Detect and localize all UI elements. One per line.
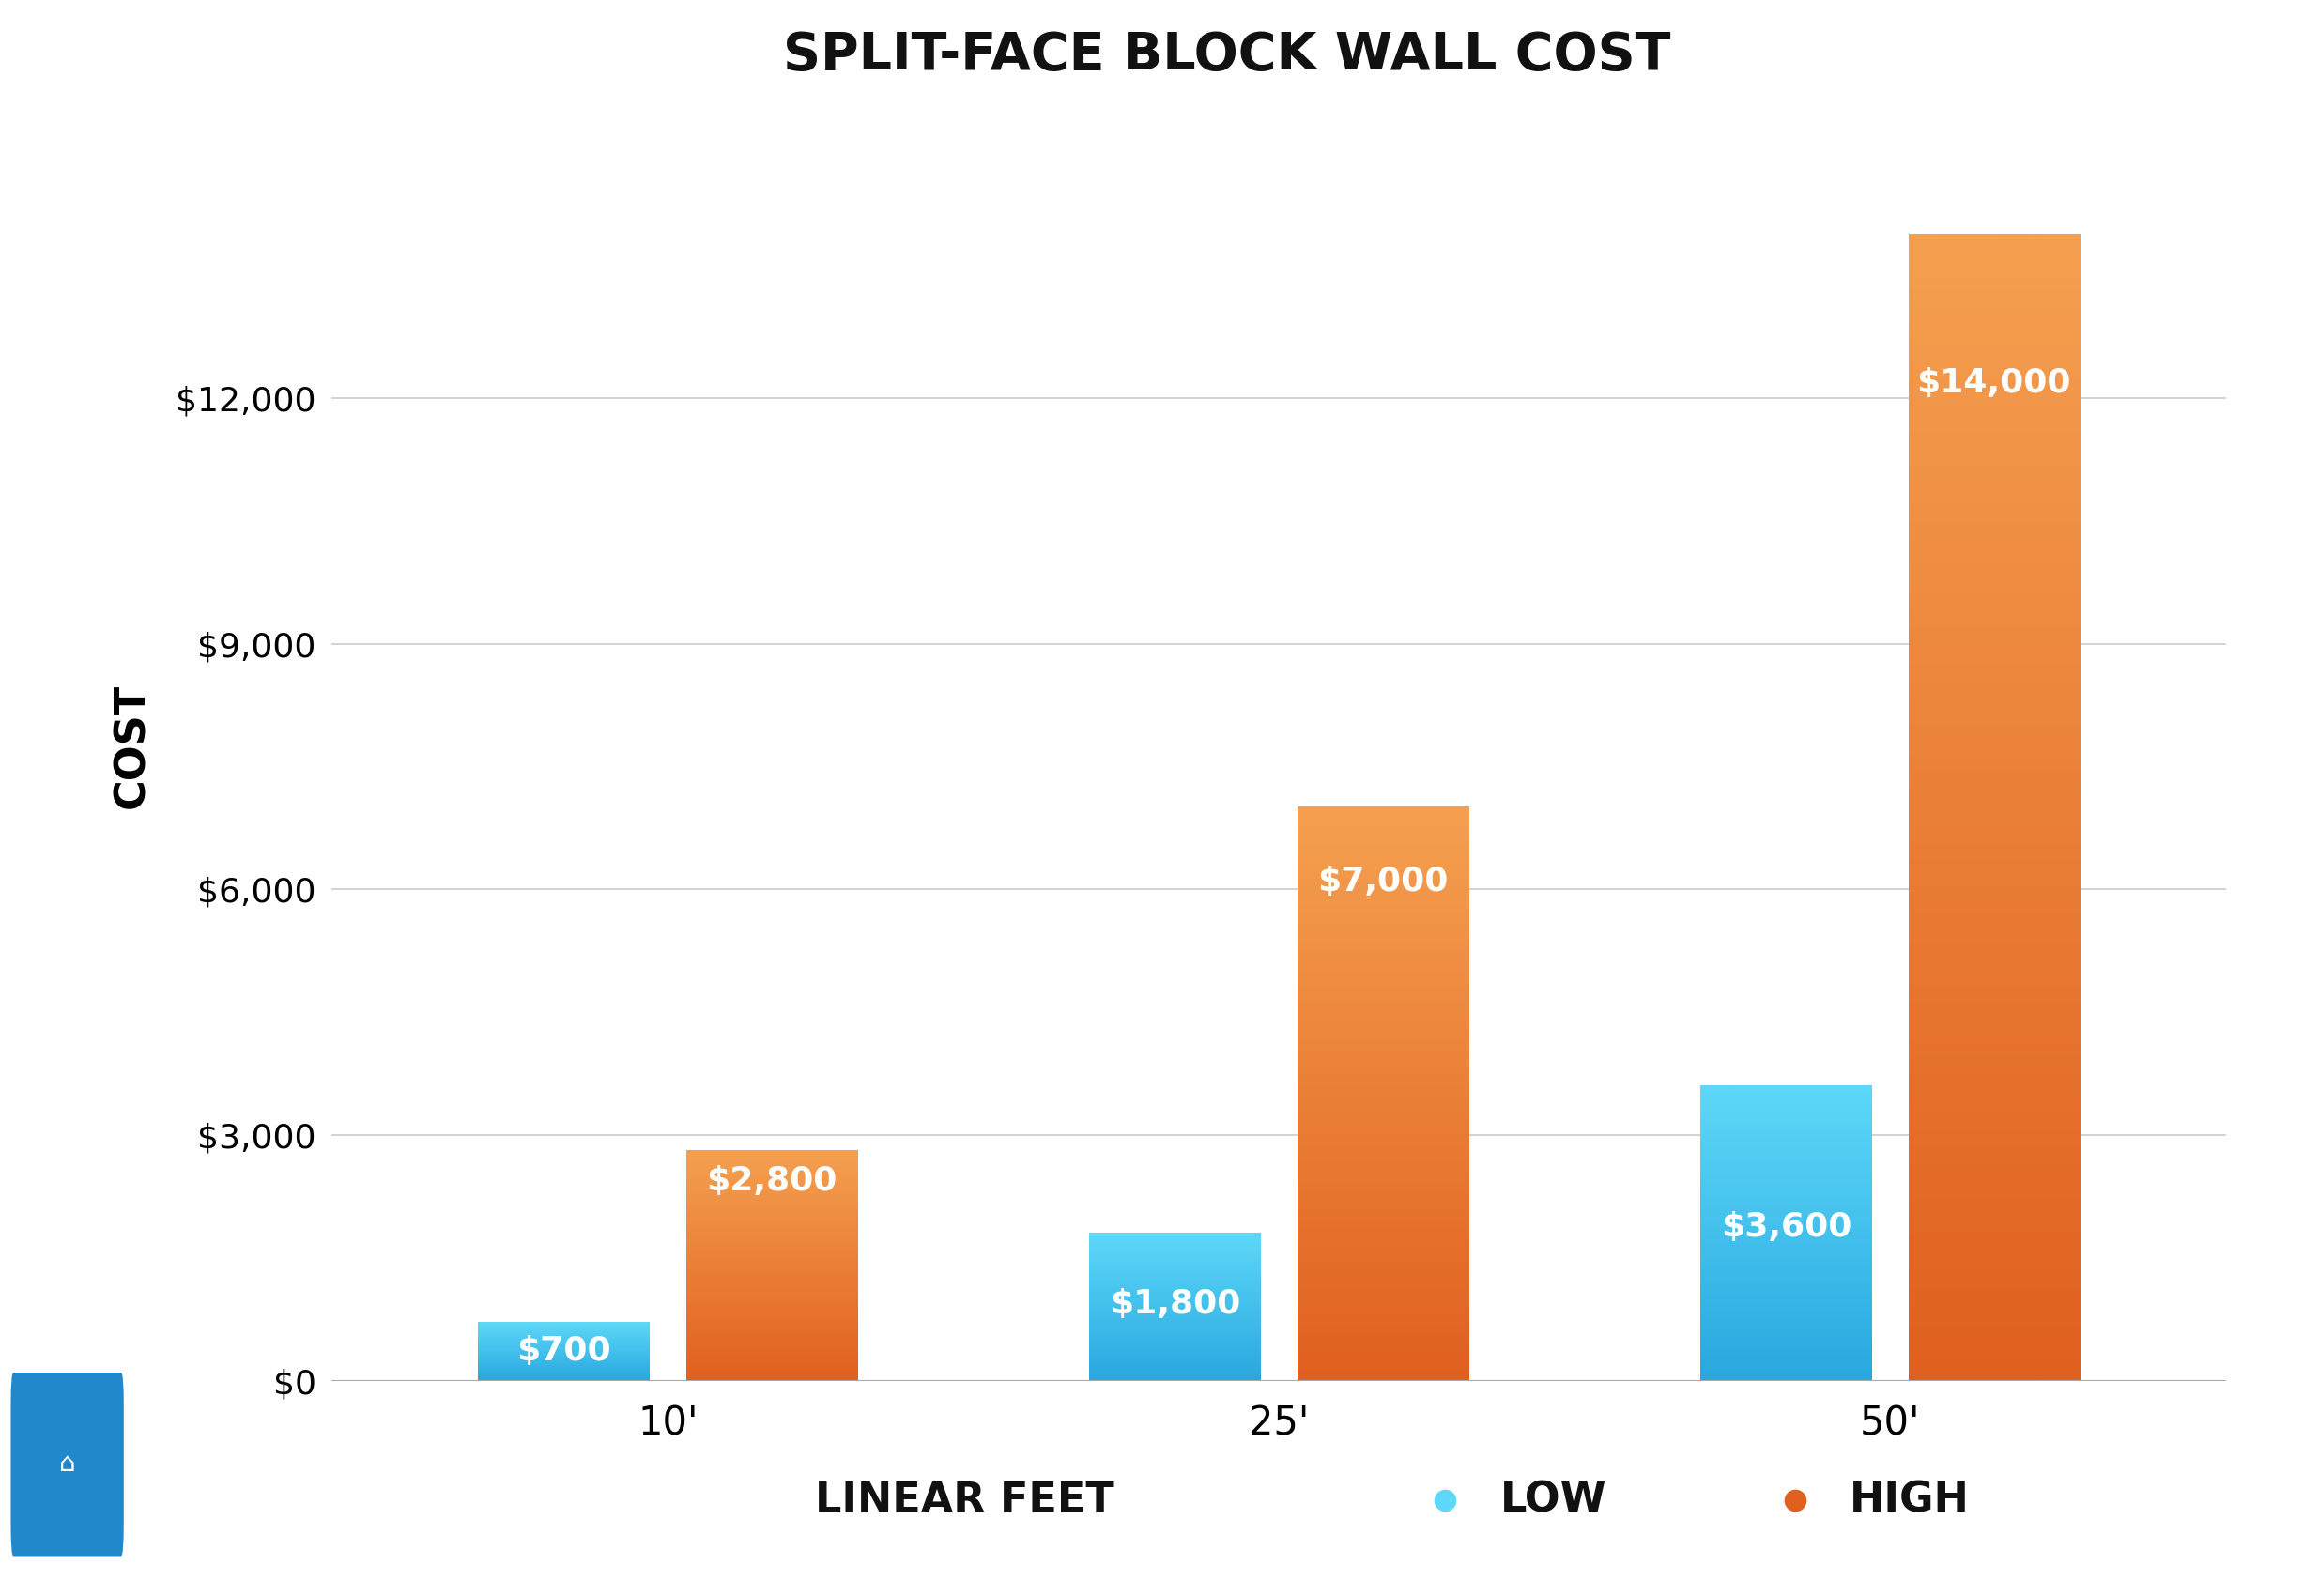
Text: HIGH: HIGH (1848, 1481, 1969, 1521)
FancyBboxPatch shape (12, 1373, 123, 1556)
Text: LINEAR FEET: LINEAR FEET (814, 1481, 1113, 1521)
Text: LOW: LOW (1500, 1481, 1607, 1521)
Text: $7,000: $7,000 (1317, 867, 1449, 899)
Text: $700: $700 (517, 1334, 612, 1366)
Text: $2,800: $2,800 (707, 1165, 837, 1197)
Text: homeguide: homeguide (58, 796, 77, 927)
Text: ⌂: ⌂ (58, 1451, 77, 1476)
Y-axis label: COST: COST (111, 683, 153, 809)
Text: $1,800: $1,800 (1108, 1288, 1241, 1320)
Text: $14,000: $14,000 (1918, 367, 2071, 399)
Text: $3,600: $3,600 (1721, 1211, 1851, 1243)
Text: SPLIT-FACE BLOCK WALL COST: SPLIT-FACE BLOCK WALL COST (784, 30, 1670, 81)
